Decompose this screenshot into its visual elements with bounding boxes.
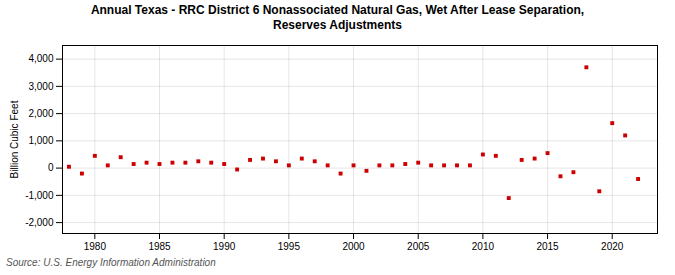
svg-text:1985: 1985 (148, 241, 171, 252)
svg-text:3,000: 3,000 (28, 81, 53, 92)
svg-text:1,000: 1,000 (28, 135, 53, 146)
svg-text:1995: 1995 (278, 241, 301, 252)
svg-text:2010: 2010 (472, 241, 495, 252)
svg-text:0: 0 (48, 162, 54, 173)
svg-text:2015: 2015 (536, 241, 559, 252)
html-text:Source: U.S. Energy Informatio: Source: U.S. Energy Information Administ… (6, 257, 216, 268)
svg-text:2000: 2000 (342, 241, 365, 252)
svg-text:1990: 1990 (213, 241, 236, 252)
svg-text:4,000: 4,000 (28, 53, 53, 64)
svg-text:-2,000: -2,000 (25, 217, 54, 228)
svg-text:2020: 2020 (601, 241, 624, 252)
svg-text:-1,000: -1,000 (25, 190, 54, 201)
svg-text:1980: 1980 (84, 241, 107, 252)
svg-text:2005: 2005 (407, 241, 430, 252)
svg-text:Billion Cubic Feet: Billion Cubic Feet (9, 100, 20, 178)
html-text:Annual Texas - RRC District 6: Annual Texas - RRC District 6 Nonassocia… (90, 3, 585, 32)
svg-text:2,000: 2,000 (28, 108, 53, 119)
